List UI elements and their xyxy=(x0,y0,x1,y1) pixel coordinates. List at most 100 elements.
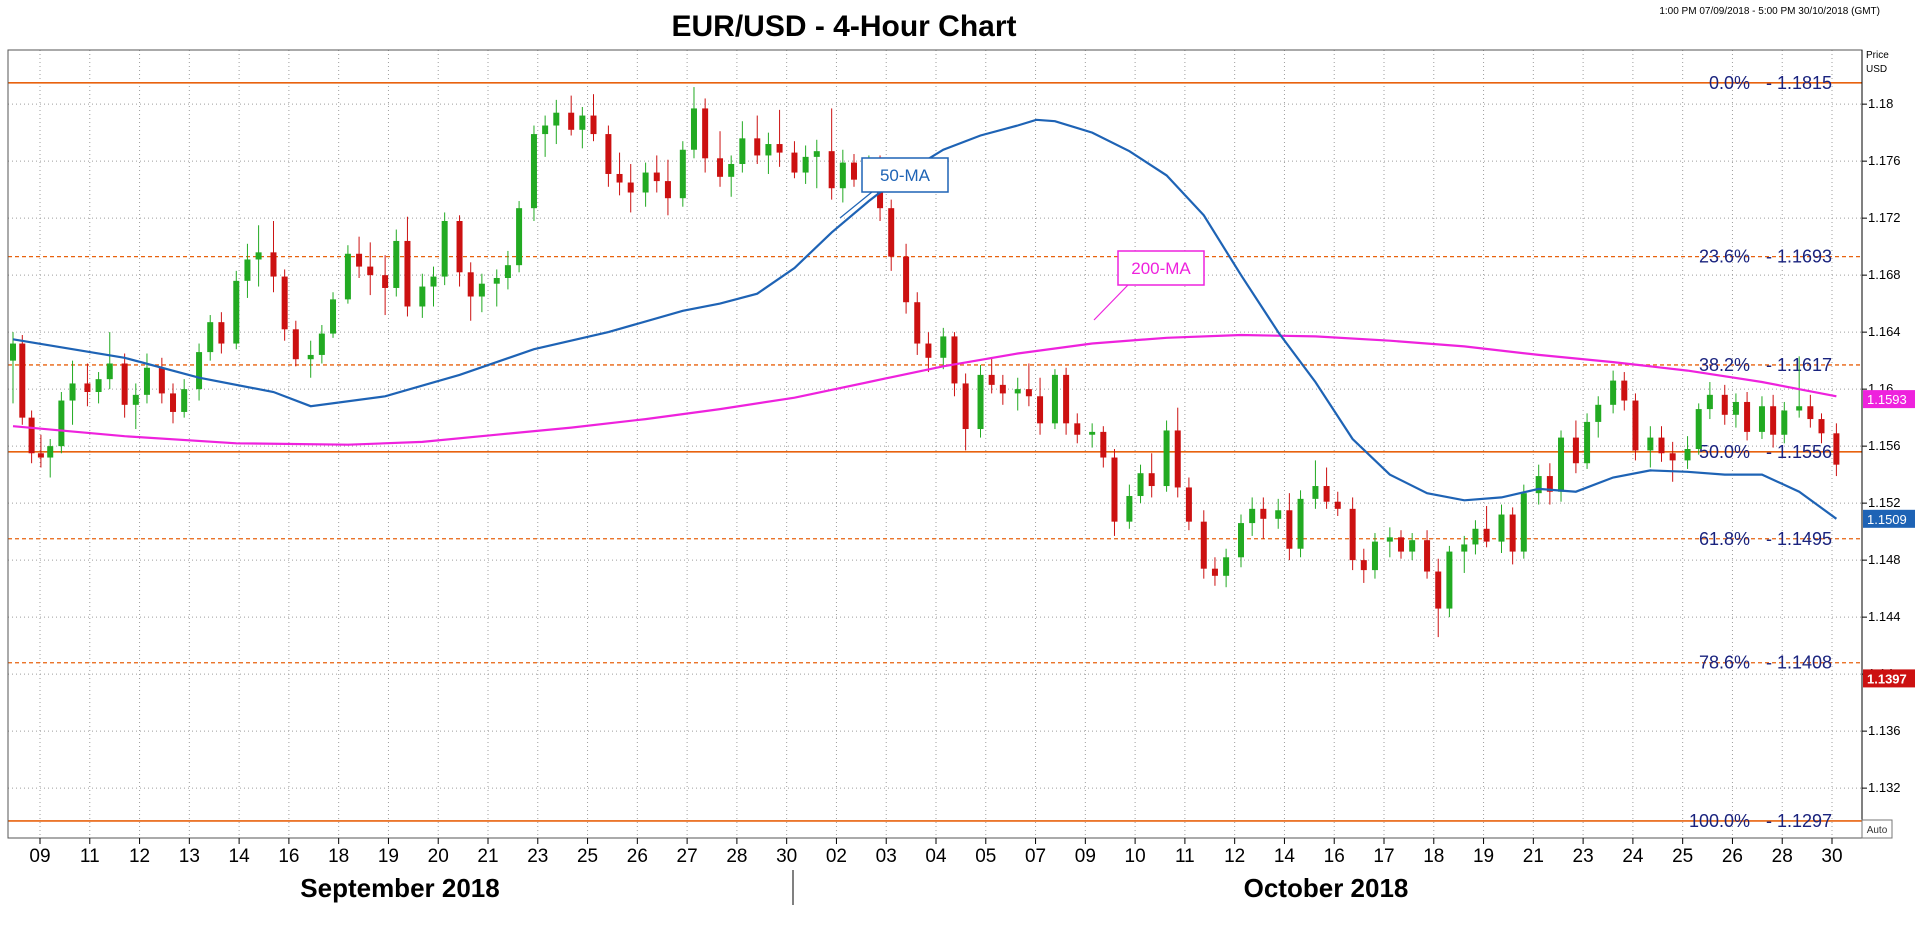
candle-body xyxy=(1200,521,1207,569)
candle-body xyxy=(542,125,549,135)
candle-body xyxy=(478,283,485,297)
candle-body xyxy=(1833,433,1840,465)
candle xyxy=(170,383,177,424)
candle xyxy=(1297,490,1304,558)
candle-body xyxy=(1669,453,1676,461)
ma50-callout: 50-MA xyxy=(839,157,949,219)
candle xyxy=(739,121,746,173)
candle-body xyxy=(1063,374,1070,424)
candle xyxy=(1472,520,1479,555)
candle xyxy=(1669,441,1676,482)
candle-body xyxy=(1758,406,1765,432)
candle xyxy=(590,94,597,142)
candle-body xyxy=(1409,540,1416,552)
x-tick-label: 09 xyxy=(1075,846,1096,867)
month-label-october: October 2018 xyxy=(1244,873,1409,903)
candle-body xyxy=(1706,394,1713,410)
candle-body xyxy=(1509,514,1516,552)
candle xyxy=(1409,533,1416,561)
candle xyxy=(1174,407,1181,498)
candle xyxy=(1647,426,1654,468)
x-tick-label: 21 xyxy=(477,846,498,867)
x-tick-label: 19 xyxy=(378,846,399,867)
auto-scale-box[interactable] xyxy=(1861,819,1893,839)
x-tick-label: 23 xyxy=(527,846,548,867)
candle xyxy=(1509,507,1516,565)
candle xyxy=(690,87,697,159)
candle xyxy=(1758,396,1765,440)
candle-body xyxy=(1126,496,1133,522)
last-price-badge: 1.1397 xyxy=(1863,669,1915,688)
candle xyxy=(1014,377,1021,411)
candle-body xyxy=(10,343,16,361)
candle xyxy=(1025,363,1032,407)
y-tick-label: 1.168 xyxy=(1868,267,1901,282)
candle xyxy=(10,332,16,404)
candle-body xyxy=(940,336,947,358)
candle xyxy=(1744,391,1751,441)
candle-body xyxy=(925,343,932,358)
x-tick-label: 23 xyxy=(1573,846,1594,867)
candle xyxy=(1074,413,1081,444)
candle-body xyxy=(344,253,351,300)
candle xyxy=(1595,396,1602,438)
candle xyxy=(292,320,299,367)
candle xyxy=(1732,393,1739,428)
x-tick-label: 03 xyxy=(876,846,897,867)
candle xyxy=(270,220,277,293)
candle xyxy=(839,149,846,203)
candle-body xyxy=(330,299,337,334)
candle-body xyxy=(1796,406,1803,411)
candle xyxy=(196,343,203,401)
y-tick-label: 1.156 xyxy=(1868,438,1901,453)
x-tick-label: 12 xyxy=(129,846,150,867)
candle xyxy=(1371,533,1378,579)
candle xyxy=(1610,370,1617,414)
candle-body xyxy=(19,343,26,418)
x-tick-label: 17 xyxy=(1373,846,1394,867)
candle xyxy=(1546,463,1553,505)
candle-body xyxy=(802,156,809,173)
candle-body xyxy=(1238,523,1244,558)
candle xyxy=(1807,394,1814,428)
auto-scale-label[interactable]: Auto xyxy=(1867,825,1888,836)
candle-body xyxy=(404,240,411,307)
candle-body xyxy=(1174,430,1181,488)
candle-body xyxy=(828,151,835,189)
candle xyxy=(1535,464,1542,505)
candle xyxy=(233,270,240,350)
candle xyxy=(1632,393,1639,461)
chart-title: EUR/USD - 4-Hour Chart xyxy=(671,10,1016,43)
candle-body xyxy=(1360,560,1367,571)
candle-body xyxy=(430,276,437,287)
candle-body xyxy=(467,272,474,297)
candle-body xyxy=(850,162,857,180)
y-tick-label: 1.176 xyxy=(1868,153,1901,168)
x-tick-label: 28 xyxy=(726,846,747,867)
x-tick-label: 16 xyxy=(278,846,299,867)
candle-body xyxy=(1386,537,1393,542)
candle xyxy=(1770,394,1777,448)
candle xyxy=(1818,413,1825,444)
candle-body xyxy=(244,259,251,281)
candle-body xyxy=(962,383,969,430)
candle-body xyxy=(106,363,113,380)
candle xyxy=(504,250,511,290)
ma50-callout-box xyxy=(861,157,949,193)
candle xyxy=(218,312,225,354)
candle xyxy=(382,255,389,316)
candle-body xyxy=(717,158,724,177)
candle xyxy=(430,266,437,307)
candle-body xyxy=(37,453,44,458)
candle-body xyxy=(121,363,128,405)
candle xyxy=(962,373,969,451)
x-tick-label: 25 xyxy=(577,846,598,867)
ma50-value-badge: 1.1509 xyxy=(1863,509,1915,528)
candle-body xyxy=(1025,389,1032,397)
candle-body xyxy=(605,134,612,174)
candle xyxy=(940,327,947,370)
x-tick-label: 11 xyxy=(1175,846,1195,867)
candle-body xyxy=(1770,406,1777,435)
candle-body xyxy=(441,220,448,277)
